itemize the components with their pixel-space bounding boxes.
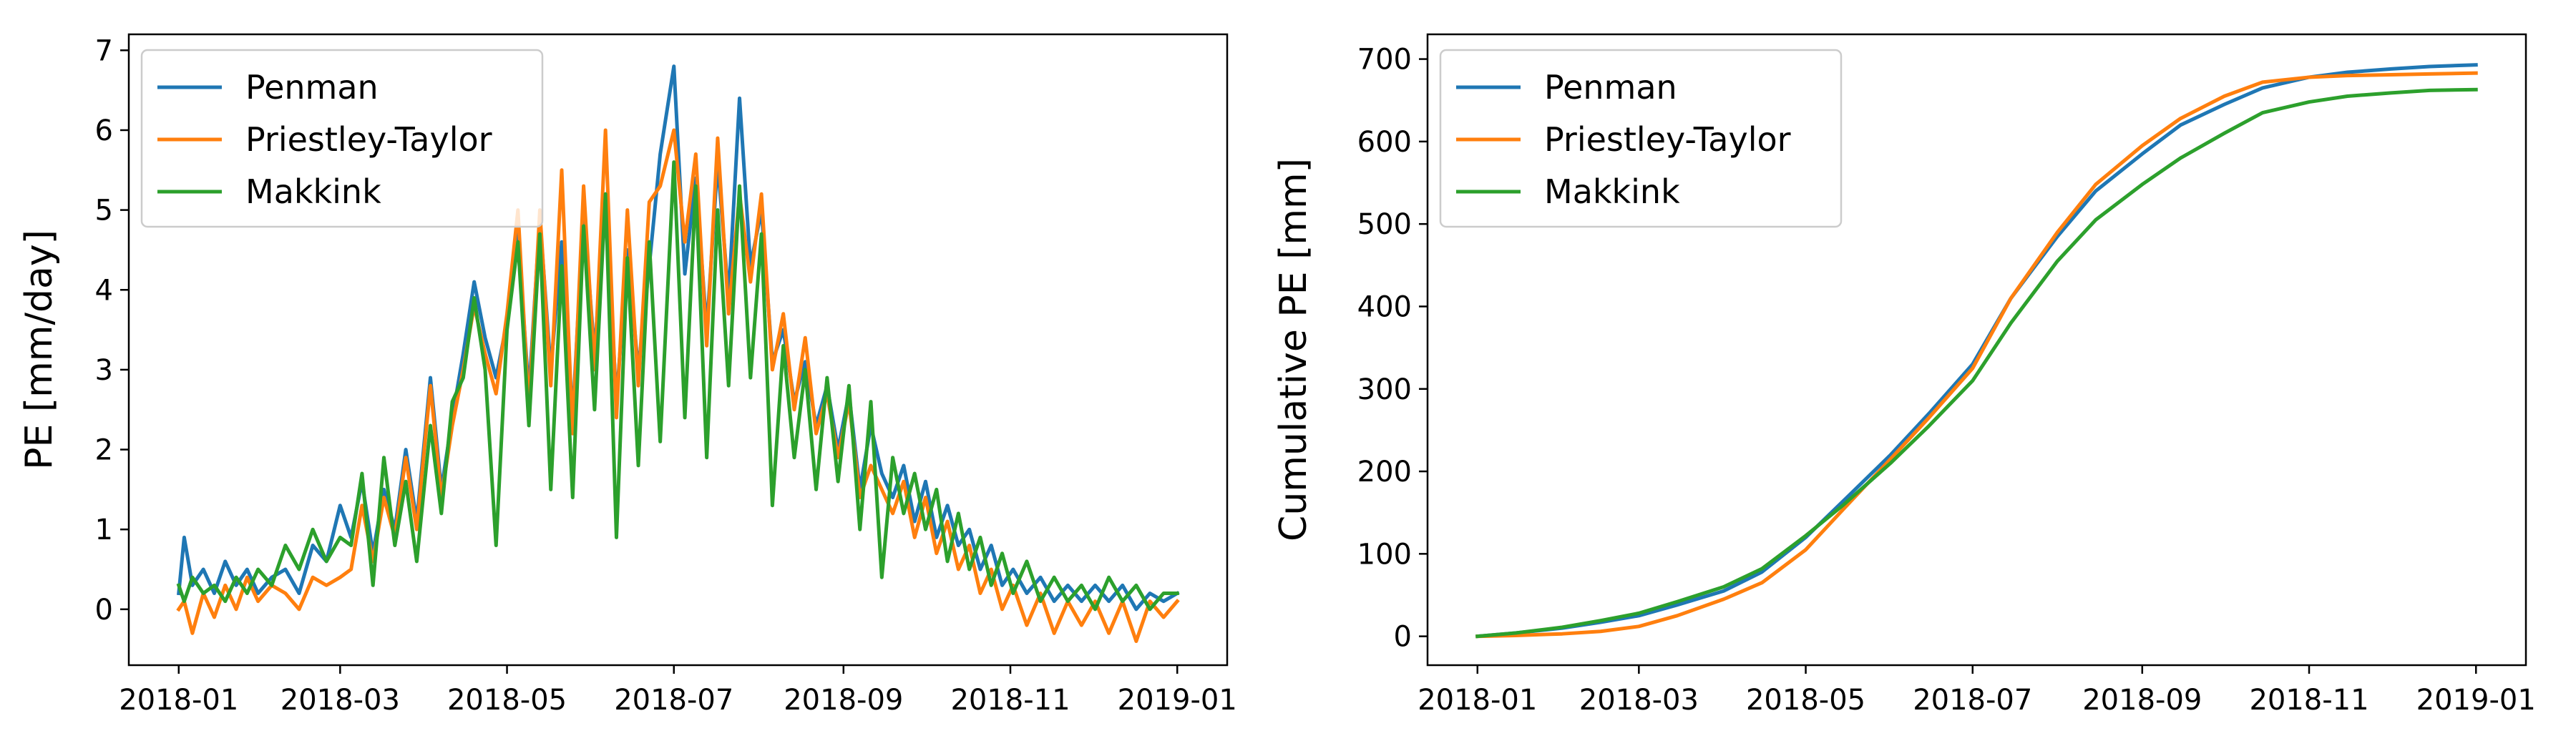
x-tick-label: 2018-05 bbox=[1746, 684, 1865, 717]
y-tick-label: 500 bbox=[1357, 208, 1412, 241]
x-tick-label: 2018-05 bbox=[447, 684, 567, 717]
x-tick-label: 2018-07 bbox=[614, 684, 733, 717]
axes-frame bbox=[127, 33, 1229, 667]
legend: Penman Priestley-Taylor Makkink bbox=[1439, 49, 1843, 228]
x-tick-label: 2018-07 bbox=[1913, 684, 2032, 717]
series-line-makkink bbox=[176, 160, 1179, 612]
chart-panel-1: 2018-01 2018-03 2018-05 2018-07 2018-09 2018-… bbox=[18, 33, 1237, 717]
legend-label: Penman bbox=[245, 68, 379, 107]
y-tick-label: 4 bbox=[95, 274, 113, 307]
y-tick-label: 400 bbox=[1357, 290, 1412, 323]
y-tick-label: 1 bbox=[95, 514, 113, 546]
legend: Penman Priestley-Taylor Makkink bbox=[140, 49, 544, 228]
x-tick-label: 2018-11 bbox=[2249, 684, 2368, 717]
x-tick-label: 2018-01 bbox=[1418, 684, 1537, 717]
y-tick-label: 0 bbox=[1394, 621, 1412, 654]
x-tick-label: 2019-01 bbox=[1118, 684, 1237, 717]
series-line-priestley-taylor bbox=[176, 128, 1180, 644]
x-tick-label: 2018-11 bbox=[950, 684, 1070, 717]
y-tick-label: 700 bbox=[1357, 44, 1412, 77]
x-tick-label: 2018-09 bbox=[784, 684, 903, 717]
series-line-makkink bbox=[1475, 87, 2478, 639]
y-tick-label: 6 bbox=[95, 114, 113, 147]
legend-label: Makkink bbox=[1544, 172, 1680, 211]
axes-frame bbox=[1426, 33, 2527, 667]
chart-panel-2: 2018-01 2018-03 2018-05 2018-07 2018-09 2018-… bbox=[1272, 33, 2536, 717]
x-tick-label: 2018-09 bbox=[2082, 684, 2202, 717]
legend-label: Priestley-Taylor bbox=[245, 120, 492, 159]
y-tick-label: 0 bbox=[95, 594, 113, 627]
y-tick-label: 100 bbox=[1357, 538, 1412, 571]
x-tick-label: 2019-01 bbox=[2416, 684, 2536, 717]
legend-label: Makkink bbox=[245, 172, 381, 211]
x-tick-label: 2018-03 bbox=[1579, 684, 1699, 717]
y-axis-label: PE [mm/day] bbox=[18, 230, 61, 470]
y-axis-label: Cumulative PE [mm] bbox=[1272, 158, 1315, 541]
series-line-priestley-taylor bbox=[1475, 71, 2478, 639]
y-tick-label: 7 bbox=[95, 34, 113, 67]
legend-box bbox=[140, 49, 544, 228]
legend-label: Penman bbox=[1544, 68, 1677, 107]
y-tick-label: 5 bbox=[95, 195, 113, 227]
y-tick-label: 200 bbox=[1357, 456, 1412, 489]
y-tick-label: 3 bbox=[95, 354, 113, 387]
x-tick-label: 2018-03 bbox=[280, 684, 400, 717]
legend-label: Priestley-Taylor bbox=[1544, 120, 1791, 159]
y-tick-label: 300 bbox=[1357, 373, 1412, 406]
legend-box bbox=[1439, 49, 1843, 228]
y-tick-label: 600 bbox=[1357, 126, 1412, 159]
x-tick-label: 2018-01 bbox=[119, 684, 238, 717]
y-tick-label: 2 bbox=[95, 434, 113, 467]
